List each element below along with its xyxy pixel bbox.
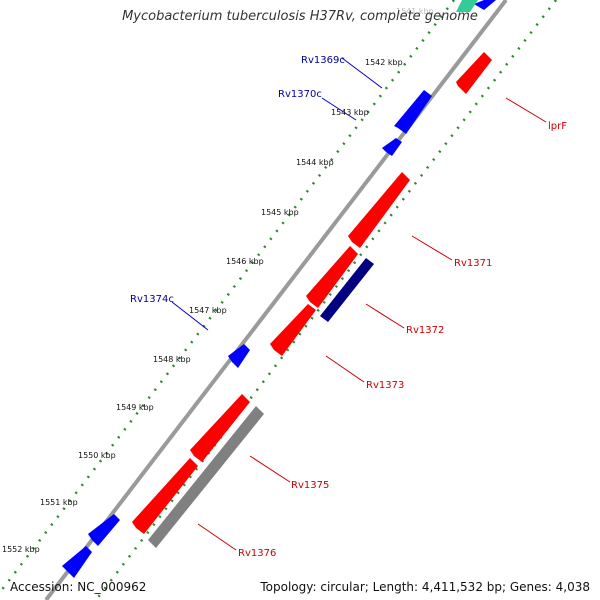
kbp-label: 1541 kbp bbox=[396, 7, 434, 16]
gene-rv1370c[interactable] bbox=[382, 138, 402, 156]
leader-rv1371 bbox=[411, 235, 453, 261]
gene-label-rv1370c[interactable]: Rv1370c bbox=[278, 89, 322, 100]
kbp-label: 1552 kbp bbox=[2, 545, 40, 554]
gene-rv1371-b[interactable] bbox=[306, 246, 358, 308]
gene-label-rv1369c[interactable]: Rv1369c bbox=[301, 55, 345, 66]
kbp-label: 1549 kbp bbox=[116, 403, 154, 412]
leader-rv1375 bbox=[249, 455, 291, 483]
gene-top-reverse[interactable] bbox=[474, 0, 496, 10]
kbp-label: 1551 kbp bbox=[40, 498, 78, 507]
gene-label-rv1376[interactable]: Rv1376 bbox=[238, 548, 276, 559]
gene-reverse-lower[interactable] bbox=[88, 514, 120, 546]
leader-rv1374c bbox=[171, 301, 209, 331]
gene-rv1375-a[interactable] bbox=[190, 394, 250, 462]
kbp-label: 1544 kbp bbox=[296, 158, 334, 167]
gene-rv1369c[interactable] bbox=[394, 90, 432, 134]
kbp-label: 1547 kbp bbox=[189, 306, 227, 315]
leader-rv1372 bbox=[365, 303, 405, 329]
gene-rv1374c[interactable] bbox=[228, 344, 250, 368]
gene-label-rv1375[interactable]: Rv1375 bbox=[291, 480, 329, 491]
gene-label-rv1373[interactable]: Rv1373 bbox=[366, 380, 404, 391]
gene-rv1376[interactable] bbox=[148, 406, 264, 548]
accession-text: Accession: NC_000962 bbox=[10, 580, 147, 594]
gene-lprf[interactable] bbox=[456, 52, 492, 94]
kbp-label: 1542 kbp bbox=[365, 58, 403, 67]
gene-rv1375-b[interactable] bbox=[132, 458, 198, 534]
kbp-label: 1546 kbp bbox=[226, 257, 264, 266]
leader-rv1370c bbox=[321, 97, 357, 121]
gene-rv1371[interactable] bbox=[348, 172, 410, 248]
gene-label-rv1372[interactable]: Rv1372 bbox=[406, 325, 444, 336]
kbp-label: 1543 kbp bbox=[331, 108, 369, 117]
gene-rv1372[interactable] bbox=[320, 258, 374, 322]
leader-lprf bbox=[505, 97, 547, 123]
inner-tick-track bbox=[0, 0, 455, 595]
gene-label-rv1374c[interactable]: Rv1374c bbox=[130, 294, 174, 305]
leader-rv1376 bbox=[197, 523, 237, 551]
gene-label-lprf[interactable]: lprF bbox=[548, 121, 567, 132]
gene-rv1373[interactable] bbox=[270, 304, 316, 356]
kbp-label: 1550 kbp bbox=[78, 451, 116, 460]
kbp-label: 1548 kbp bbox=[153, 355, 191, 364]
kbp-label: 1545 kbp bbox=[261, 208, 299, 217]
topology-text: Topology: circular; Length: 4,411,532 bp… bbox=[260, 580, 590, 594]
leader-rv1369c bbox=[341, 57, 383, 89]
gene-reverse-bottom[interactable] bbox=[62, 546, 92, 578]
genome-backbone bbox=[44, 0, 508, 600]
map-title: Mycobacterium tuberculosis H37Rv, comple… bbox=[122, 9, 478, 24]
outer-tick-track bbox=[95, 0, 557, 600]
leader-rv1373 bbox=[325, 355, 365, 383]
gene-label-rv1371[interactable]: Rv1371 bbox=[454, 258, 492, 269]
gene-rna-top[interactable] bbox=[456, 0, 478, 12]
